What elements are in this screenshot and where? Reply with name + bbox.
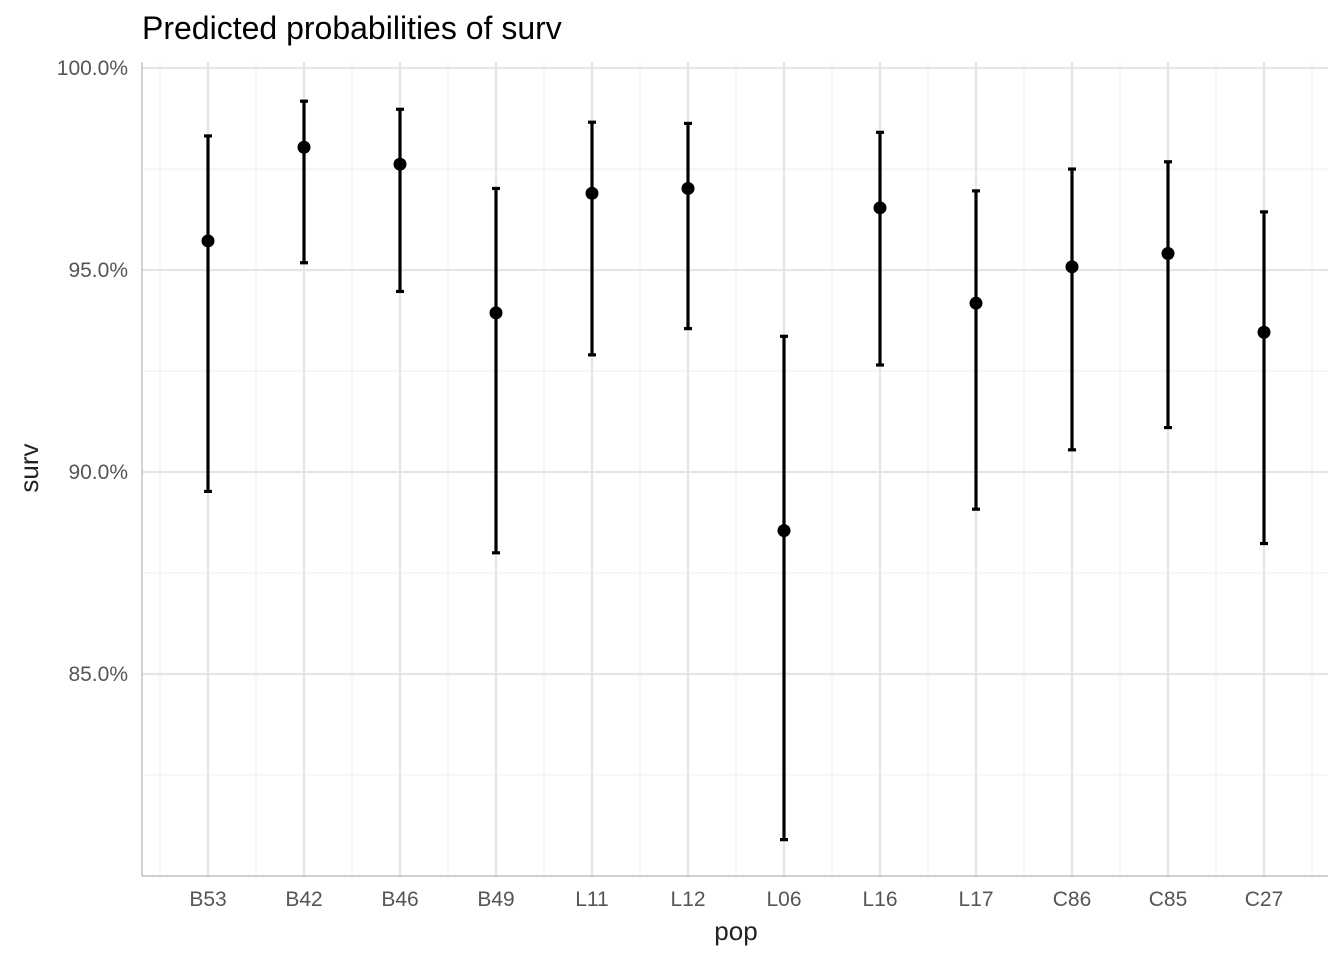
x-tick-label: B53 — [189, 888, 226, 911]
error-bar — [204, 134, 212, 494]
data-point — [681, 181, 695, 195]
minor-gridlines — [142, 62, 1328, 876]
data-point — [873, 201, 887, 215]
data-point — [1257, 325, 1271, 339]
axes — [141, 62, 1328, 877]
data-point — [585, 186, 599, 200]
x-tick-label: L06 — [766, 888, 801, 911]
error-bar — [780, 334, 788, 842]
data-point — [393, 157, 407, 171]
data-point — [1161, 246, 1175, 260]
error-bar — [1164, 160, 1172, 430]
error-bar — [972, 189, 980, 511]
data-point — [201, 234, 215, 248]
y-tick-label: 95.0% — [68, 259, 128, 282]
y-tick-label: 100.0% — [57, 57, 128, 80]
data-point — [1065, 260, 1079, 274]
error-bar — [1068, 167, 1076, 452]
x-tick-labels: B53 B42 B46 B49 L11 L12 L06 L16 L17 C86 C85 C27 — [189, 888, 1283, 911]
x-tick-label: B46 — [381, 888, 418, 911]
error-bar — [300, 99, 308, 265]
x-axis-title: pop — [714, 916, 757, 946]
error-bars — [204, 99, 1268, 842]
data-point — [969, 296, 983, 310]
error-bar — [588, 120, 596, 357]
y-tick-labels: 85.0% 90.0% 95.0% 100.0% — [57, 57, 128, 686]
x-tick-label: B49 — [477, 888, 514, 911]
x-tick-label: C27 — [1245, 888, 1284, 911]
x-tick-label: L16 — [862, 888, 897, 911]
error-bar — [876, 130, 884, 367]
x-tick-label: B42 — [285, 888, 322, 911]
data-point — [489, 306, 503, 320]
error-bar — [492, 186, 500, 555]
y-axis-title: surv — [14, 443, 44, 492]
x-tick-label: L17 — [958, 888, 993, 911]
major-gridlines — [142, 62, 1328, 876]
error-bar — [1260, 210, 1268, 546]
x-tick-label: L12 — [670, 888, 705, 911]
error-bar — [396, 107, 404, 294]
chart-title: Predicted probabilities of surv — [142, 10, 562, 46]
x-tick-label: L11 — [575, 888, 608, 911]
x-tick-label: C85 — [1149, 888, 1188, 911]
y-tick-label: 85.0% — [68, 663, 128, 686]
data-point — [777, 524, 791, 538]
data-points — [201, 140, 1271, 538]
error-bar — [684, 121, 692, 331]
x-tick-label: C86 — [1053, 888, 1092, 911]
data-point — [297, 140, 311, 154]
y-tick-label: 90.0% — [68, 461, 128, 484]
